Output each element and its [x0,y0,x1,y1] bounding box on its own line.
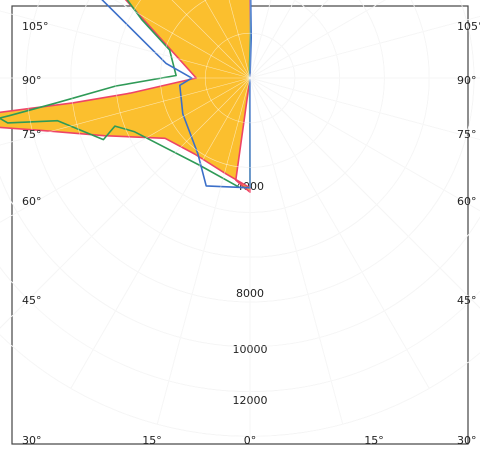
angular-gridline-overlay [228,0,251,79]
angular-gridline-overlay [249,0,296,79]
left-angle-label: 45° [22,294,42,307]
angular-gridline-overlay [70,77,251,389]
angular-gridline-overlay [171,0,251,79]
right-angle-label: 105° [457,20,480,33]
right-angle-label: 90° [457,74,477,87]
angular-gridline-overlay [249,77,430,389]
angular-gridline-overlay [249,0,272,79]
bottom-angle-label: 0° [244,434,257,447]
intensity-curve [0,0,252,193]
right-angle-label: 30° [457,434,477,447]
angular-gridline-overlay [0,77,251,223]
right-angle-label: 75° [457,128,477,141]
angular-gridline-overlay [114,0,251,79]
angular-gridline-overlay [249,77,480,212]
angular-gridline-overlay [0,10,251,79]
angular-gridline-overlay [156,77,251,425]
left-angle-label: 90° [22,74,42,87]
angular-gridline-overlay [249,77,344,425]
angular-gridline-overlay [249,16,480,79]
bottom-angle-label: 15° [142,434,162,447]
left-angle-label: 105° [22,20,49,33]
angular-gridline-overlay [204,0,251,79]
left-angle-label: 60° [22,195,42,208]
bottom-angle-label: 15° [364,434,384,447]
grid-overlay [0,0,480,436]
angular-gridline-overlay [249,77,480,140]
left-angle-label: 75° [22,128,42,141]
angular-gridline-overlay [0,77,251,146]
axis-labels: 105° 90° 75° 60° 45° 30° 105° 90° 75° 60° 45° 30° 15… [22,20,480,447]
right-angle-label: 60° [457,195,477,208]
angular-gridline-overlay [249,77,480,309]
angular-gridline-overlay [249,0,386,79]
right-angle-label: 45° [457,294,477,307]
angular-gridline-overlay [0,77,251,329]
angular-gridline-overlay [249,0,329,79]
intensity-curve [101,0,252,189]
left-angle-label: 30° [22,434,42,447]
